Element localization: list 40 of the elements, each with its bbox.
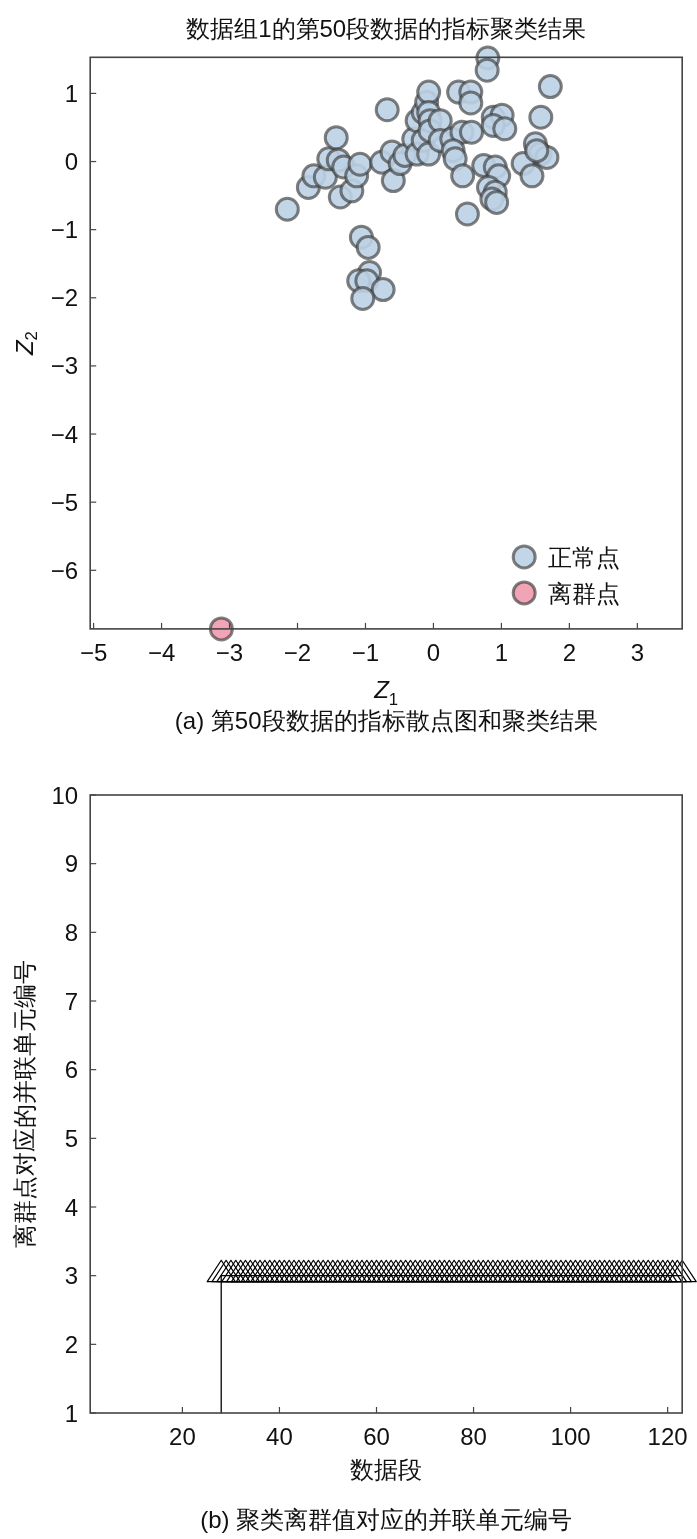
x-tick-label: 120 [647, 1423, 688, 1450]
y-tick-label: 5 [64, 1124, 79, 1152]
y-tick-label: 1 [64, 1399, 79, 1427]
y-tick-label: −1 [50, 216, 79, 244]
y-tick-label: −6 [50, 556, 79, 584]
chart-title: 数据组1的第50段数据的指标聚类结果 [186, 15, 587, 42]
text: (b) 聚类离群值对应的并联单元编号 [200, 1506, 573, 1533]
legend-label: 离群点 [548, 579, 621, 607]
y-tick-label: 7 [64, 987, 79, 1015]
y-tick-label: 8 [64, 918, 79, 946]
y-tick-label: −4 [50, 420, 79, 448]
x-axis-title: 数据段 [350, 1456, 423, 1483]
y-tick-label: −2 [50, 284, 79, 312]
x-tick-label: −1 [351, 638, 380, 666]
y-tick-label: 4 [64, 1193, 79, 1221]
x-tick-label: 60 [363, 1423, 390, 1450]
x-tick-label: 1 [494, 638, 509, 666]
x-tick-label: 3 [630, 638, 645, 666]
text: (a) 第50段数据的指标散点图和聚类结果 [174, 707, 598, 734]
x-tick-label: 2 [562, 638, 577, 666]
x-tick-label: 20 [169, 1423, 196, 1450]
y-tick-label: 2 [64, 1330, 79, 1358]
y-axis-title: 离群点对应的并联单元编号 [10, 960, 38, 1248]
x-tick-label: −4 [147, 638, 176, 666]
y-tick-label: −5 [50, 488, 79, 516]
x-tick-label: −2 [283, 638, 312, 666]
x-tick-label: 0 [426, 638, 441, 666]
x-tick-label: 80 [460, 1423, 487, 1450]
y-tick-label: 3 [64, 1262, 79, 1290]
x-tick-label: 40 [266, 1423, 293, 1450]
y-tick-label: 10 [51, 781, 79, 809]
x-tick-label: −3 [215, 638, 244, 666]
legend-label: 正常点 [548, 543, 621, 571]
y-tick-label: 0 [64, 148, 79, 176]
x-tick-label: 100 [550, 1423, 591, 1450]
y-tick-label: 6 [64, 1056, 79, 1084]
y-tick-label: 9 [64, 850, 79, 878]
y-tick-label: 1 [64, 79, 79, 107]
y-tick-label: −3 [50, 352, 79, 380]
x-axis-title: Z$_{1}$ [373, 676, 399, 709]
